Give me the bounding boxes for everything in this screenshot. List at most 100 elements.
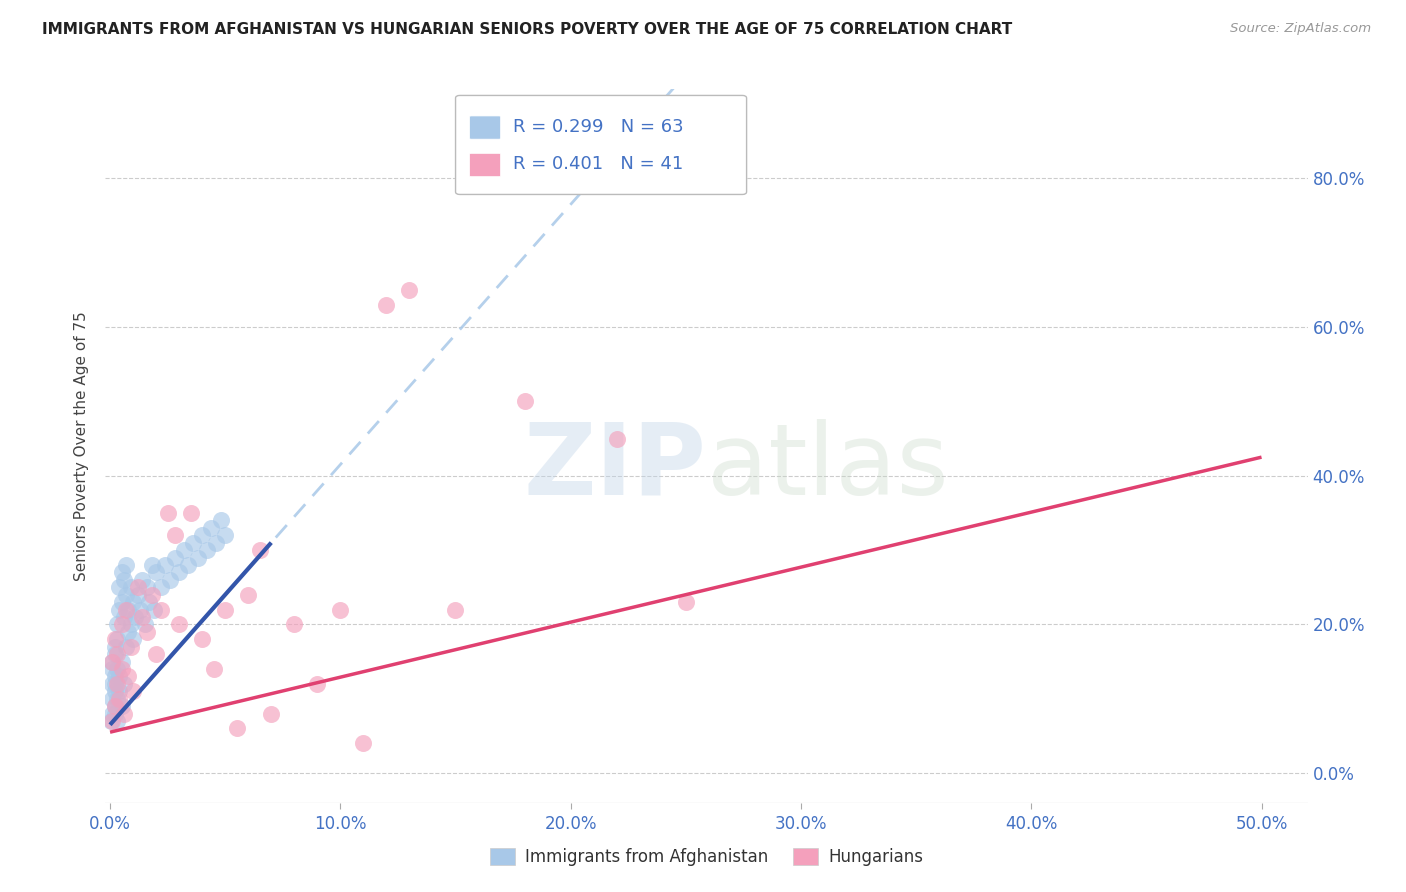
- Y-axis label: Seniors Poverty Over the Age of 75: Seniors Poverty Over the Age of 75: [75, 311, 90, 581]
- Point: [149, 602, 172, 616]
- Point: [187, 550, 209, 565]
- Point: [675, 595, 697, 609]
- Point: [122, 684, 145, 698]
- Point: [134, 617, 156, 632]
- Point: [375, 298, 398, 312]
- Point: [191, 528, 214, 542]
- Point: [155, 558, 177, 572]
- Point: [105, 662, 128, 676]
- Point: [120, 617, 142, 632]
- Text: IMMIGRANTS FROM AFGHANISTAN VS HUNGARIAN SENIORS POVERTY OVER THE AGE OF 75 CORR: IMMIGRANTS FROM AFGHANISTAN VS HUNGARIAN…: [42, 22, 1012, 37]
- Point: [181, 535, 204, 549]
- Point: [117, 624, 139, 639]
- Point: [214, 528, 236, 542]
- Point: [101, 706, 124, 721]
- Point: [100, 714, 122, 728]
- Point: [167, 617, 190, 632]
- Point: [104, 706, 127, 721]
- Point: [105, 691, 128, 706]
- Point: [108, 684, 131, 698]
- Point: [108, 580, 131, 594]
- Point: [108, 602, 131, 616]
- Point: [191, 632, 214, 647]
- Point: [115, 588, 138, 602]
- Point: [104, 677, 127, 691]
- Point: [122, 632, 145, 647]
- Text: R = 0.299   N = 63: R = 0.299 N = 63: [513, 118, 683, 136]
- Point: [101, 662, 124, 676]
- Point: [513, 394, 536, 409]
- Point: [141, 558, 163, 572]
- Point: [104, 684, 127, 698]
- Point: [149, 580, 172, 594]
- Point: [141, 588, 163, 602]
- Point: [195, 543, 218, 558]
- Point: [110, 655, 132, 669]
- Point: [110, 617, 132, 632]
- Point: [101, 691, 124, 706]
- Point: [214, 602, 236, 616]
- Text: ZIP: ZIP: [523, 419, 707, 516]
- Point: [225, 722, 247, 736]
- Point: [177, 558, 200, 572]
- Point: [117, 602, 139, 616]
- Point: [110, 699, 132, 714]
- Point: [167, 566, 190, 580]
- Point: [101, 655, 124, 669]
- Point: [104, 632, 127, 647]
- Point: [104, 699, 127, 714]
- Point: [398, 283, 420, 297]
- Point: [131, 610, 153, 624]
- Point: [110, 595, 132, 609]
- Point: [329, 602, 352, 616]
- Point: [112, 706, 135, 721]
- Point: [156, 506, 179, 520]
- Point: [101, 714, 124, 728]
- Text: atlas: atlas: [707, 419, 948, 516]
- Point: [104, 699, 127, 714]
- Point: [200, 521, 222, 535]
- Point: [145, 647, 167, 661]
- Point: [105, 714, 128, 728]
- Text: R = 0.401   N = 41: R = 0.401 N = 41: [513, 155, 683, 173]
- Point: [283, 617, 305, 632]
- Point: [145, 566, 167, 580]
- Point: [105, 617, 128, 632]
- Point: [173, 543, 195, 558]
- Point: [115, 602, 138, 616]
- Point: [117, 669, 139, 683]
- Point: [209, 513, 232, 527]
- Point: [120, 580, 142, 594]
- Point: [260, 706, 283, 721]
- Point: [115, 558, 138, 572]
- Point: [104, 647, 127, 661]
- Point: [124, 610, 146, 624]
- Point: [205, 535, 228, 549]
- Point: [122, 595, 145, 609]
- Point: [163, 528, 186, 542]
- Point: [105, 677, 128, 691]
- Point: [131, 573, 153, 587]
- Point: [444, 602, 467, 616]
- Point: [135, 624, 157, 639]
- Point: [135, 580, 157, 594]
- Point: [138, 595, 160, 609]
- Point: [159, 573, 181, 587]
- Point: [110, 662, 132, 676]
- Point: [127, 588, 149, 602]
- Point: [110, 566, 132, 580]
- Point: [101, 677, 124, 691]
- Point: [129, 602, 152, 616]
- Point: [112, 573, 135, 587]
- Point: [606, 432, 628, 446]
- Point: [307, 677, 329, 691]
- Point: [105, 647, 128, 661]
- Point: [108, 669, 131, 683]
- Point: [108, 691, 131, 706]
- Point: [104, 669, 127, 683]
- Point: [142, 602, 165, 616]
- Point: [352, 736, 374, 750]
- Point: [105, 632, 128, 647]
- Text: Source: ZipAtlas.com: Source: ZipAtlas.com: [1230, 22, 1371, 36]
- Point: [120, 640, 142, 654]
